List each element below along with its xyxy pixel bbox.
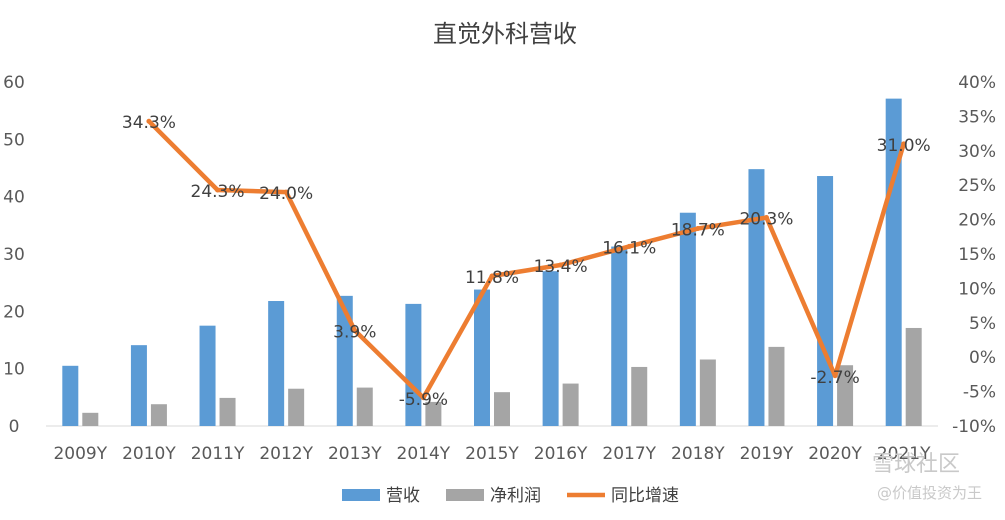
growth-point: [420, 395, 426, 401]
right-tick-label: 0%: [969, 348, 996, 368]
revenue-bar: [817, 176, 834, 426]
revenue-bar: [268, 301, 285, 426]
net-profit-bar: [905, 327, 922, 426]
net-profit-bar: [150, 404, 167, 426]
x-tick-label: 2021Y: [877, 444, 931, 464]
right-tick-label: -5%: [963, 383, 996, 403]
revenue-bar: [885, 98, 902, 427]
legend-swatch: [446, 489, 484, 501]
x-tick-label: 2010Y: [122, 444, 176, 464]
left-tick-label: 10: [3, 360, 25, 380]
bars: [62, 98, 922, 427]
x-tick-label: 2011Y: [191, 444, 245, 464]
growth-point: [352, 327, 358, 333]
x-tick-label: 2014Y: [397, 444, 451, 464]
growth-data-label: 24.3%: [191, 182, 245, 202]
growth-point: [763, 215, 769, 221]
left-tick-label: 40: [3, 188, 25, 208]
left-tick-label: 50: [3, 130, 25, 150]
revenue-bar: [336, 295, 353, 426]
revenue-bar: [199, 325, 216, 426]
left-tick-label: 60: [3, 73, 25, 93]
x-tick-label: 2018Y: [671, 444, 725, 464]
revenue-bar: [62, 365, 79, 426]
growth-line-path: [146, 118, 906, 401]
legend-label: 营收: [386, 486, 420, 506]
net-profit-bar: [288, 388, 305, 426]
right-tick-label: 10%: [958, 279, 996, 299]
data-labels: 34.3% 24.3% 24.0% 3.9% -5.9% 11.8% 13.4% 16.1% 1…: [122, 113, 931, 410]
x-tick-label: 2017Y: [602, 444, 656, 464]
net-profit-bar: [494, 392, 510, 426]
growth-point: [215, 187, 221, 193]
growth-data-label: 3.9%: [333, 322, 376, 342]
growth-point: [283, 189, 289, 195]
x-tick-label: 2016Y: [534, 444, 588, 464]
right-tick-label: 20%: [958, 211, 996, 231]
growth-point: [626, 243, 632, 249]
x-tick-label: 2012Y: [259, 444, 313, 464]
net-profit-bar: [768, 346, 785, 426]
growth-data-label: 20.3%: [739, 210, 793, 230]
net-profit-bar: [219, 397, 236, 426]
revenue-bar: [542, 271, 559, 426]
net-profit-bar: [631, 366, 648, 426]
right-axis: -10% -5% 0% 5% 10% 15% 20% 25% 30% 35% 40%: [952, 73, 996, 437]
left-axis: 0 10 20 30 40 50 60: [3, 73, 25, 437]
x-tick-label: 2019Y: [740, 444, 794, 464]
growth-data-label: 16.1%: [602, 238, 656, 258]
growth-data-label: 11.8%: [465, 268, 519, 288]
x-axis: 2009Y 2010Y 2011Y 2012Y 2013Y 2014Y 2015Y 2016Y…: [53, 444, 931, 464]
legend-label: 同比增速: [611, 486, 679, 506]
growth-point: [146, 118, 152, 124]
revenue-bar: [130, 345, 147, 426]
growth-point: [695, 226, 701, 232]
growth-data-label: 13.4%: [534, 257, 588, 277]
revenue-bar: [679, 212, 696, 426]
left-tick-label: 20: [3, 302, 25, 322]
right-tick-label: 35%: [958, 107, 996, 127]
growth-data-label: 24.0%: [259, 184, 313, 204]
chart-title: 直觉外科营收: [433, 20, 577, 48]
right-tick-label: -10%: [952, 417, 996, 437]
x-tick-label: 2013Y: [328, 444, 382, 464]
legend: 营收 净利润 同比增速: [342, 486, 679, 506]
growth-data-label: 34.3%: [122, 113, 176, 133]
left-tick-label: 0: [9, 417, 20, 437]
legend-label: 净利润: [490, 486, 541, 506]
right-tick-label: 5%: [969, 314, 996, 334]
growth-data-label: -2.7%: [810, 368, 859, 388]
right-tick-label: 15%: [958, 245, 996, 265]
legend-swatch: [342, 489, 380, 501]
growth-point: [489, 273, 495, 279]
revenue-bar: [611, 246, 628, 426]
net-profit-bar: [562, 383, 579, 426]
right-tick-label: 30%: [958, 142, 996, 162]
revenue-bar: [474, 289, 490, 426]
x-tick-label: 2020Y: [808, 444, 862, 464]
growth-data-label: 18.7%: [671, 221, 725, 241]
left-tick-label: 30: [3, 245, 25, 265]
growth-line: [146, 118, 907, 401]
net-profit-bar: [82, 412, 99, 426]
growth-point: [558, 262, 564, 268]
growth-data-label: -5.9%: [399, 390, 448, 410]
net-profit-bar: [699, 359, 716, 426]
right-tick-label: 40%: [958, 73, 996, 93]
revenue-bar: [405, 303, 422, 426]
net-profit-bar: [425, 401, 442, 426]
net-profit-bar: [356, 387, 373, 426]
x-tick-label: 2009Y: [53, 444, 107, 464]
x-tick-label: 2015Y: [465, 444, 519, 464]
growth-point: [832, 373, 838, 379]
right-tick-label: 25%: [958, 176, 996, 196]
net-profit-bar: [837, 365, 854, 426]
growth-point: [901, 141, 907, 147]
growth-data-label: 31.0%: [877, 136, 931, 156]
watermark-line1: 雪球社区: [872, 452, 961, 477]
revenue-bar: [748, 169, 765, 426]
watermark-line2: @价值投资为王: [877, 484, 983, 502]
